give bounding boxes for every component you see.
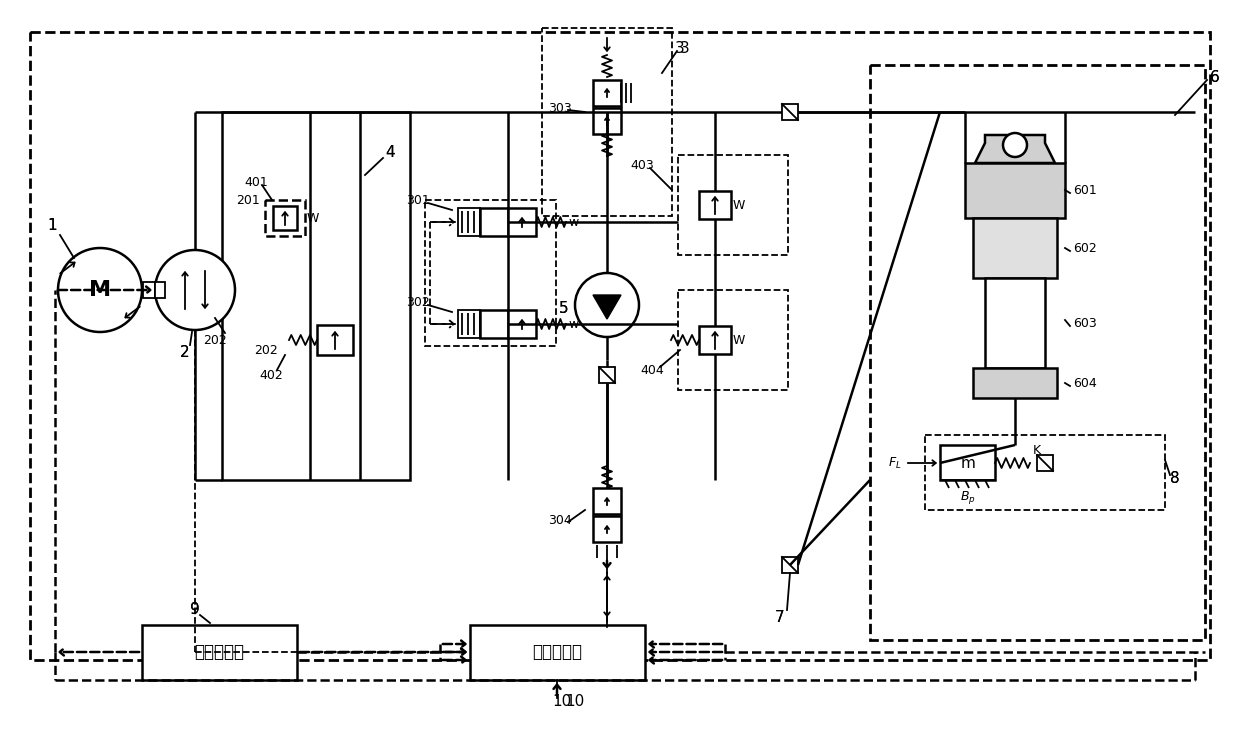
Bar [458, 208, 480, 236]
Bar [155, 282, 165, 298]
Bar [965, 163, 1065, 218]
Text: 201: 201 [236, 193, 260, 207]
Bar [699, 326, 732, 354]
Bar [458, 310, 480, 338]
Bar [1037, 455, 1053, 471]
Text: w: w [569, 318, 579, 330]
Text: 601: 601 [1073, 184, 1096, 196]
Text: 2: 2 [180, 344, 190, 359]
Bar [542, 28, 672, 216]
Bar [925, 435, 1166, 510]
Text: 603: 603 [1073, 316, 1096, 330]
Bar [782, 557, 799, 573]
Bar [317, 325, 353, 355]
Bar [973, 218, 1056, 278]
Bar [143, 625, 298, 680]
Text: K: K [1033, 443, 1042, 457]
Text: W: W [733, 199, 745, 211]
Text: 10: 10 [565, 694, 584, 710]
Text: W: W [733, 333, 745, 347]
Text: 6: 6 [1210, 69, 1220, 85]
Bar [870, 65, 1205, 640]
Bar [678, 155, 787, 255]
Text: 301: 301 [407, 193, 430, 207]
Circle shape [58, 248, 143, 332]
Text: 202: 202 [254, 344, 278, 356]
Text: 8: 8 [1171, 470, 1179, 486]
Text: m: m [961, 455, 976, 470]
Text: 7: 7 [775, 611, 785, 626]
Text: 9: 9 [190, 603, 200, 618]
Text: 202: 202 [203, 333, 227, 347]
Text: 8: 8 [1171, 470, 1179, 486]
Bar [599, 367, 615, 383]
Bar [508, 310, 536, 338]
Text: 604: 604 [1073, 376, 1096, 390]
Circle shape [575, 273, 639, 337]
Bar [273, 206, 298, 230]
Text: 4: 4 [386, 144, 394, 159]
Text: 602: 602 [1073, 242, 1096, 254]
Polygon shape [593, 295, 621, 319]
Bar [593, 108, 621, 134]
Text: 404: 404 [640, 364, 663, 376]
Circle shape [1003, 133, 1027, 157]
Bar [593, 80, 621, 106]
Text: 3: 3 [675, 40, 684, 56]
Text: 3: 3 [680, 40, 689, 56]
Bar [480, 310, 508, 338]
Bar [143, 282, 155, 298]
Text: 运动控制器: 运动控制器 [532, 643, 582, 661]
Bar [699, 191, 732, 219]
Bar [678, 290, 787, 390]
Bar [425, 200, 556, 346]
Bar [222, 112, 410, 480]
Circle shape [155, 250, 236, 330]
Text: 4: 4 [386, 144, 394, 159]
Bar [265, 200, 305, 236]
Text: 303: 303 [548, 101, 572, 115]
Text: 9: 9 [190, 603, 200, 618]
Text: W: W [306, 211, 319, 225]
Text: 302: 302 [407, 295, 430, 309]
Bar [782, 104, 799, 120]
Text: 7: 7 [775, 611, 785, 626]
Bar [973, 368, 1056, 398]
Text: 402: 402 [259, 368, 283, 382]
Text: 5: 5 [559, 301, 569, 315]
Text: 1: 1 [47, 217, 57, 233]
Bar [508, 208, 536, 236]
Text: $F_L$: $F_L$ [888, 455, 901, 470]
Text: $B_p$: $B_p$ [960, 489, 976, 505]
Text: 6: 6 [1210, 69, 1220, 85]
Bar [480, 208, 508, 236]
Bar [30, 32, 1210, 660]
Text: 2: 2 [180, 344, 190, 359]
Polygon shape [975, 135, 1055, 163]
Text: 速度编码器: 速度编码器 [193, 643, 244, 661]
Text: 1: 1 [47, 217, 57, 233]
Bar [940, 445, 994, 480]
Text: 5: 5 [559, 301, 569, 315]
Text: 304: 304 [548, 513, 572, 527]
Text: 403: 403 [630, 158, 653, 172]
Bar [985, 278, 1045, 368]
Text: 10: 10 [552, 694, 572, 710]
Bar [593, 516, 621, 542]
Text: M: M [89, 280, 112, 300]
Bar [470, 625, 645, 680]
Text: 401: 401 [244, 176, 268, 188]
Text: w: w [569, 216, 579, 228]
Bar [593, 488, 621, 514]
